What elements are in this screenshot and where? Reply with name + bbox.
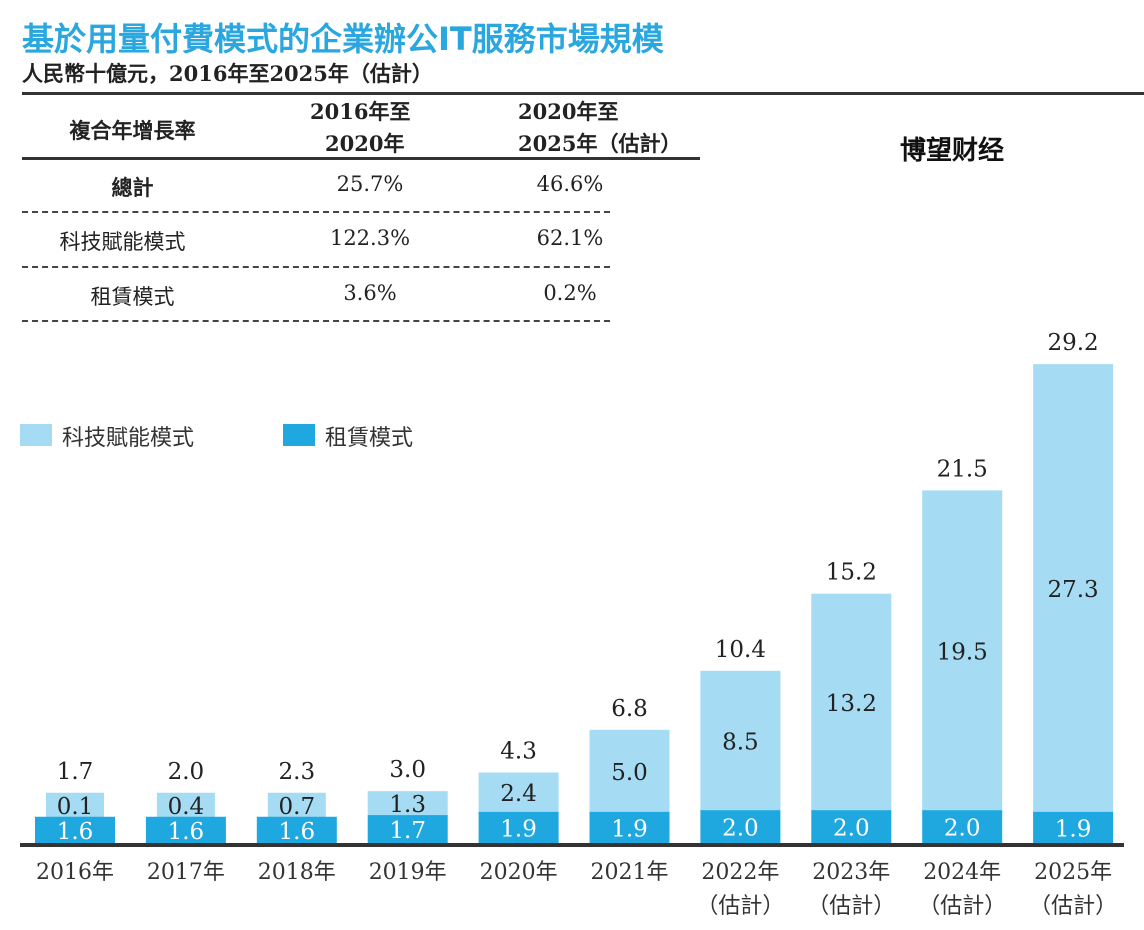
bar-segment-tech [922,490,1003,813]
x-tick-label: 2017年 [147,860,225,885]
bar-segment-lease [145,816,226,843]
bar-segment-lease [811,810,892,843]
data-label-lease: 1.6 [57,819,94,845]
bar-segment-lease [367,815,448,843]
data-label-tech: 0.4 [168,794,205,820]
table-divider [22,320,610,322]
data-label-total: 2.0 [168,759,205,785]
x-tick-label: 2018年 [258,860,336,885]
bar-segment-tech [267,792,326,819]
x-tick-note: （估計） [807,894,895,919]
data-label-total: 21.5 [937,456,988,482]
watermark: 博望财经 [900,136,1005,166]
table-top-rule [22,92,1144,95]
data-label-total: 29.2 [1047,330,1098,356]
table-divider [22,266,610,268]
chart-subtitle: 人民幣十億元，2016年至2025年（估計） [22,61,433,86]
data-label-lease: 2.0 [722,816,759,842]
x-tick-note: （估計） [1029,894,1117,919]
bar-segment-tech [367,791,448,818]
data-label-total: 4.3 [500,738,537,764]
table-header-label: 複合年增長率 [69,118,196,143]
chart-title: 基於用量付費模式的企業辦公IT服務市場規模 [22,20,664,58]
row-total-col2: 46.6% [536,172,604,196]
data-label-tech: 0.1 [57,794,94,820]
row-total-col1: 25.7% [336,172,404,196]
bar-segment-tech [46,792,104,819]
table-header-col1-line1: 2016年至 [310,99,411,124]
data-label-lease: 1.9 [500,816,537,842]
data-label-lease: 2.0 [944,816,981,842]
bar-segment-lease [256,816,337,843]
row-lease-label: 租賃模式 [90,285,175,309]
data-label-total: 2.3 [279,759,316,785]
x-tick-label: 2023年 [812,860,890,885]
data-label-total: 10.4 [715,637,766,663]
data-label-total: 15.2 [826,560,877,586]
bar-segment-tech [811,593,892,813]
legend-swatch-tech [20,424,52,446]
data-label-tech: 13.2 [826,691,877,717]
data-label-lease: 1.6 [168,819,205,845]
legend-swatch-lease [283,424,315,446]
data-label-lease: 2.0 [833,816,870,842]
data-label-total: 1.7 [57,759,94,785]
data-label-lease: 1.9 [1055,816,1092,842]
legend-label-tech: 科技賦能模式 [62,426,195,451]
bar-segment-tech [700,670,781,813]
bar-segment-tech [1033,364,1114,814]
bar-segment-lease [1033,811,1114,843]
data-label-lease: 1.9 [611,816,648,842]
bar-segment-lease [700,810,781,843]
data-label-tech: 0.7 [279,794,316,820]
x-tick-label: 2021年 [591,860,669,885]
x-tick-label: 2025年 [1034,860,1112,885]
data-label-tech: 5.0 [611,760,648,786]
legend-label-lease: 租賃模式 [325,426,414,451]
data-label-tech: 19.5 [937,639,988,665]
data-label-total: 3.0 [389,757,426,783]
bar-segment-lease [589,811,670,843]
table-header-rule [22,157,700,160]
bar-segment-lease [922,810,1003,843]
bar-segment-tech [156,792,215,819]
bar-segment-lease [478,811,559,843]
table-header-col2-line1: 2020年至 [518,99,619,124]
row-tech-col1: 122.3% [329,226,411,250]
table-divider [22,211,610,213]
data-label-tech: 2.4 [500,781,537,807]
x-axis-line [20,843,1124,847]
bar-segment-tech [478,772,559,814]
data-label-lease: 1.6 [279,819,316,845]
bar-segment-lease [35,816,115,843]
x-tick-note: （估計） [696,894,784,919]
table-header-col1-line2: 2020年 [325,131,405,156]
data-label-lease: 1.7 [389,818,426,844]
row-lease-col1: 3.6% [343,281,397,305]
data-label-tech: 8.5 [722,730,759,756]
x-tick-label: 2024年 [923,860,1001,885]
row-tech-col2: 62.1% [536,226,604,250]
x-tick-label: 2016年 [36,860,114,885]
row-lease-col2: 0.2% [543,281,597,305]
table-header-col2-line2: 2025年（估計） [518,131,682,156]
x-tick-note: （估計） [918,894,1006,919]
data-label-total: 6.8 [611,696,648,722]
data-label-tech: 27.3 [1047,577,1098,603]
data-label-tech: 1.3 [389,792,426,818]
row-total-label: 總計 [111,175,154,200]
x-tick-label: 2022年 [701,860,779,885]
bar-segment-tech [589,729,670,814]
x-tick-label: 2020年 [480,860,558,885]
row-tech-label: 科技賦能模式 [59,230,186,254]
x-tick-label: 2019年 [369,860,447,885]
